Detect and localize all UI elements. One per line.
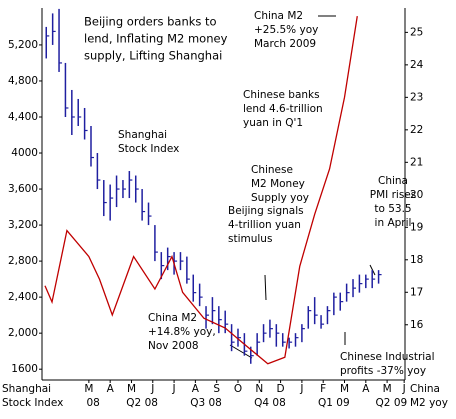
annotation: Chinese banks <box>243 89 320 101</box>
series-label: Shanghai <box>118 129 167 141</box>
y2-tick-label: 19 <box>410 221 423 233</box>
x-tick-label: N <box>255 383 263 395</box>
x-tick-label: A <box>362 383 370 395</box>
y-tick-label: 1600 <box>11 363 38 375</box>
series-label: Supply yoy <box>251 192 309 204</box>
arrows <box>229 15 376 359</box>
y2-tick-label: 16 <box>410 319 424 331</box>
y-tick-label: 4,800 <box>8 75 38 87</box>
y2-axis-label: M2 yoy <box>410 397 448 409</box>
x-tick-label: D <box>277 383 285 395</box>
x-tick-label: M <box>127 383 136 395</box>
x-tick-label: J <box>299 383 303 395</box>
chart-title: Beijing orders banks to <box>84 15 217 29</box>
annotation: PMI rises <box>370 189 416 201</box>
x-tick-label: M <box>340 383 349 395</box>
y2-axis-label: China <box>410 383 440 395</box>
annotation: China M2 <box>254 10 303 22</box>
y-tick-label: 5,200 <box>8 39 38 51</box>
annotation: to 53.5 <box>374 203 411 215</box>
x-tick-label-quarter: 08 <box>86 397 99 409</box>
y2-tick-label: 23 <box>410 91 423 103</box>
annotation: stimulus <box>228 233 272 245</box>
y2-tick-label: 22 <box>410 124 423 136</box>
y-tick-label: 4000 <box>11 147 38 159</box>
annotation: Beijing signals <box>228 205 304 217</box>
x-tick-label-quarter: Q2 08 <box>126 397 158 409</box>
x-tick-label: J <box>150 383 154 395</box>
y-tick-label: 2,400 <box>8 291 38 303</box>
annotation: +25.5% yoy <box>254 24 318 36</box>
x-tick-label: M <box>383 383 392 395</box>
x-tick-label: S <box>213 383 220 395</box>
x-tick-label-quarter: Q1 09 <box>318 397 350 409</box>
y-axis-label: Stock Index <box>2 397 63 409</box>
annotation: profits -37% yoy <box>340 365 426 377</box>
annotation: Nov 2008 <box>148 340 199 352</box>
y-axis-label: Shanghai <box>2 383 51 395</box>
y2-tick-label: 24 <box>410 59 424 71</box>
chart-title: supply, Lifting Shanghai <box>84 49 222 63</box>
x-tick-label: J <box>172 383 176 395</box>
y-tick-label: 2,000 <box>8 327 38 339</box>
annotation: lend 4.6-trillion <box>243 103 323 115</box>
x-tick-label: A <box>192 383 200 395</box>
x-tick-label-quarter: Q2 09 <box>376 397 408 409</box>
annotation: China <box>378 175 408 187</box>
y-tick-label: 3,600 <box>8 183 38 195</box>
x-tick-label: J <box>402 383 406 395</box>
y-tick-label: 2,800 <box>8 255 38 267</box>
y2-tick-label: 21 <box>410 156 423 168</box>
annotation: yuan in Q'1 <box>243 117 303 129</box>
y-tick-label: 4,400 <box>8 111 38 123</box>
m2-line <box>44 16 358 365</box>
series-label: Chinese <box>251 164 293 176</box>
x-tick-label: M <box>84 383 93 395</box>
chart-title: lend, Inflating M2 money <box>84 32 228 46</box>
y2-tick-label: 17 <box>410 286 423 298</box>
annotation: March 2009 <box>254 38 316 50</box>
annotation: Chinese Industrial <box>340 351 435 363</box>
y-tick-label: 3,200 <box>8 219 38 231</box>
annotation: in April <box>375 217 412 229</box>
annotation: China M2 <box>148 312 197 324</box>
y2-tick-label: 18 <box>410 254 423 266</box>
x-tick-label-quarter: Q3 08 <box>190 397 222 409</box>
x-tick-label: F <box>320 383 326 395</box>
x-tick-label: A <box>107 383 115 395</box>
y2-tick-label: 25 <box>410 26 423 38</box>
annotation: +14.8% yoy, <box>148 326 216 338</box>
annotation: 4-trillion yuan <box>228 219 301 231</box>
series-label: M2 Money <box>251 178 305 190</box>
x-tick-label: O <box>234 383 242 395</box>
y2-tick-label: 20 <box>410 189 423 201</box>
x-tick-label-quarter: Q4 08 <box>254 397 286 409</box>
series-label: Stock Index <box>118 143 179 155</box>
